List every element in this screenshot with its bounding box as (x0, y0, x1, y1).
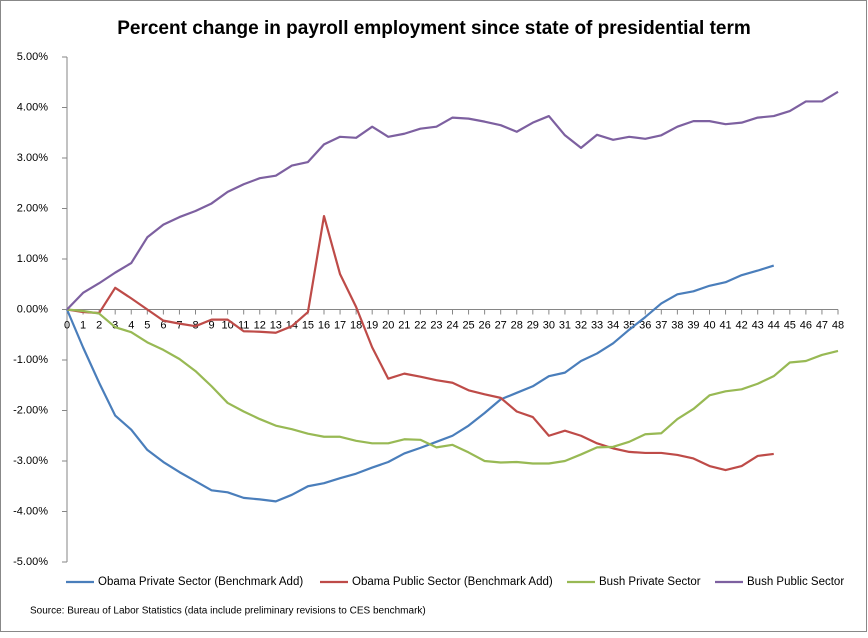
x-tick-label: 13 (270, 319, 282, 331)
x-tick-label: 20 (382, 319, 394, 331)
x-tick-label: 6 (160, 319, 166, 331)
x-tick-label: 47 (816, 319, 828, 331)
x-tick-label: 34 (607, 319, 619, 331)
x-tick-label: 27 (495, 319, 507, 331)
y-tick-label: 0.00% (17, 303, 48, 315)
y-tick-label: 3.00% (17, 152, 48, 164)
x-tick-label: 3 (112, 319, 118, 331)
x-tick-label: 1 (80, 319, 86, 331)
y-tick-label: 1.00% (17, 253, 48, 265)
legend-label: Bush Public Sector (747, 576, 844, 588)
x-tick-label: 31 (559, 319, 571, 331)
x-tick-label: 4 (128, 319, 134, 331)
x-tick-label: 23 (430, 319, 442, 331)
x-tick-label: 2 (96, 319, 102, 331)
legend-label: Bush Private Sector (599, 576, 701, 588)
x-tick-label: 25 (462, 319, 474, 331)
x-tick-label: 45 (784, 319, 796, 331)
x-tick-label: 42 (736, 319, 748, 331)
x-tick-label: 21 (398, 319, 410, 331)
y-tick-label: 5.00% (17, 51, 48, 63)
legend-label: Obama Public Sector (Benchmark Add) (352, 576, 553, 588)
x-tick-label: 16 (318, 319, 330, 331)
x-tick-label: 7 (176, 319, 182, 331)
x-tick-label: 12 (254, 319, 266, 331)
y-tick-label: -1.00% (13, 354, 48, 366)
y-tick-label: -2.00% (13, 404, 48, 416)
x-tick-label: 40 (703, 319, 715, 331)
y-tick-label: -4.00% (13, 505, 48, 517)
x-tick-label: 41 (719, 319, 731, 331)
x-tick-label: 22 (414, 319, 426, 331)
series-line (66, 214, 774, 472)
x-tick-label: 11 (238, 319, 249, 331)
x-tick-label: 29 (527, 319, 539, 331)
series-line (66, 308, 839, 465)
x-tick-label: 15 (302, 319, 314, 331)
x-tick-label: 26 (479, 319, 491, 331)
x-tick-label: 5 (144, 319, 150, 331)
x-tick-label: 44 (768, 319, 780, 331)
x-tick-label: 48 (832, 319, 844, 331)
x-tick-label: 37 (655, 319, 667, 331)
legend-label: Obama Private Sector (Benchmark Add) (98, 576, 303, 588)
x-tick-label: 9 (209, 319, 215, 331)
x-tick-label: 46 (800, 319, 812, 331)
x-tick-label: 43 (752, 319, 764, 331)
x-tick-label: 33 (591, 319, 603, 331)
x-tick-label: 30 (543, 319, 555, 331)
source-note: Source: Bureau of Labor Statistics (data… (30, 606, 426, 617)
y-tick-label: -3.00% (13, 455, 48, 467)
x-tick-label: 0 (64, 319, 70, 331)
x-tick-label: 19 (366, 319, 378, 331)
chart-title: Percent change in payroll employment sin… (117, 18, 751, 39)
x-tick-label: 10 (222, 319, 234, 331)
y-tick-label: 4.00% (17, 101, 48, 113)
x-tick-label: 24 (446, 319, 458, 331)
series-line (65, 264, 775, 503)
x-tick-label: 18 (350, 319, 362, 331)
x-tick-label: 38 (671, 319, 683, 331)
y-tick-label: 2.00% (17, 202, 48, 214)
series-line (66, 90, 839, 311)
x-tick-label: 28 (511, 319, 523, 331)
y-tick-label: -5.00% (13, 556, 48, 568)
x-tick-label: 39 (687, 319, 699, 331)
x-tick-label: 17 (334, 319, 346, 331)
x-tick-label: 32 (575, 319, 587, 331)
x-tick-label: 36 (639, 319, 651, 331)
